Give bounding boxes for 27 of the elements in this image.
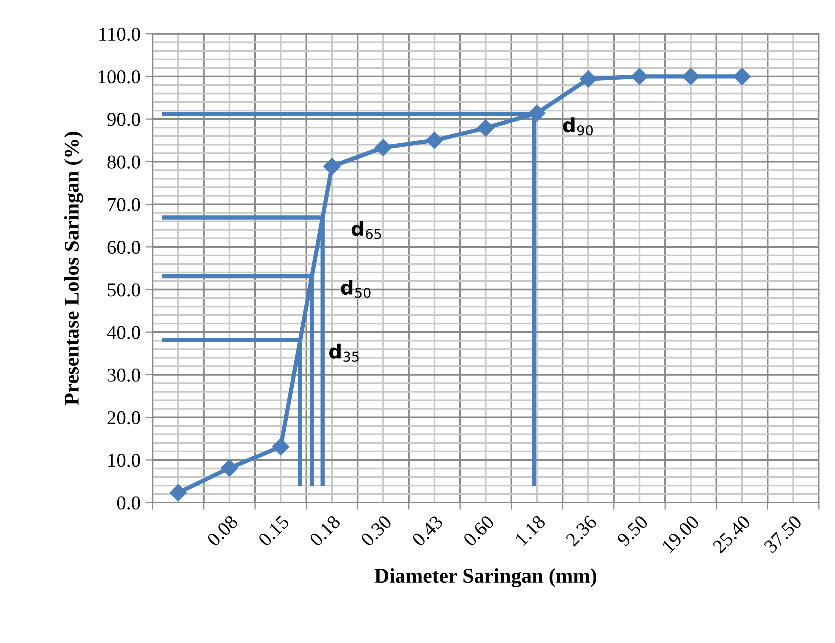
x-tick-label: 2.36 [565,514,598,548]
x-tick-label: 0.30 [360,514,393,548]
ref-line-label: d$_{90}$ [563,118,594,136]
x-tick-label: 0.43 [412,514,444,548]
y-tick-label: 90.0 [108,113,140,126]
x-tick-label: 1.18 [514,514,546,547]
ref-line-label: d$_{35}$ [329,344,359,362]
ref-line-label: d$_{65}$ [352,221,382,240]
y-tick-label: 50.0 [108,284,140,297]
y-tick-label: 20.0 [108,411,140,425]
y-tick-label: 60.0 [108,240,140,254]
y-tick-label: 40.0 [107,326,140,340]
y-axis-title: Presentase Lolos Saringan (%) [64,132,84,406]
x-tick-label: 0.18 [309,514,342,548]
x-tick-label: 0.60 [462,514,496,548]
x-tick-label: 0.15 [258,514,290,548]
y-tick-label: 10.0 [108,454,140,468]
y-tick-label: 80.0 [108,156,140,169]
y-tick-label: 30.0 [108,368,140,382]
y-tick-label: 100.0 [98,70,140,84]
y-tick-label: 110.0 [100,28,140,42]
y-tick-label: 70.0 [108,198,140,212]
y-tick-label: 0.0 [117,496,140,510]
x-tick-label: 9.50 [616,514,649,548]
x-tick-label: 0.08 [206,514,239,548]
x-axis-title: Diameter Saringan (mm) [374,568,597,588]
ref-line-label: d$_{50}$ [341,280,371,298]
